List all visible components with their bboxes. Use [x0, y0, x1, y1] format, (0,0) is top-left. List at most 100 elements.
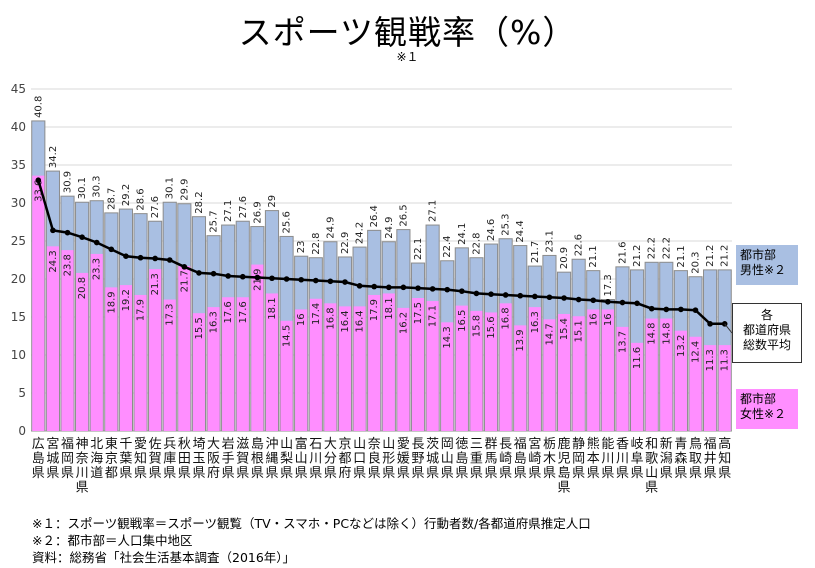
x-tick-label: 島: [251, 437, 264, 452]
average-point: [386, 284, 392, 291]
female-data-label: 17.6: [238, 301, 249, 323]
x-tick-label: 宮: [528, 436, 541, 452]
x-tick-label: 府: [207, 466, 220, 481]
x-tick-label: 県: [514, 466, 527, 481]
x-tick-label: 大: [324, 437, 337, 452]
footnote-1: ※１：スポーツ観戦率＝スポーツ観覧（TV・スマホ・PCなどは除く）行動者数/各都…: [32, 516, 591, 531]
x-tick-label: 県: [572, 466, 585, 481]
average-point: [517, 292, 524, 299]
x-tick-label: 香: [616, 437, 629, 452]
female-data-label: 14.7: [544, 323, 555, 345]
x-tick-label: 道: [90, 466, 103, 481]
female-data-label: 14.5: [282, 325, 293, 347]
legend-male: 都市部 男性※２: [736, 245, 798, 285]
x-tick-label: 分: [324, 452, 337, 467]
male-data-label: 28.6: [136, 188, 147, 210]
legend-average: 各 都道府県 総数平均: [732, 303, 802, 363]
male-data-label: 21.1: [676, 245, 687, 267]
x-tick-label: 和: [645, 437, 658, 452]
bar-female: [90, 253, 103, 431]
female-data-label: 19.2: [121, 289, 132, 311]
bar-female: [660, 318, 673, 431]
x-tick-label: 崎: [528, 452, 541, 467]
chart-title: スポーツ観戦率（%）: [238, 13, 577, 52]
x-tick-label: 県: [470, 466, 483, 481]
x-tick-label: 岩: [222, 437, 235, 452]
x-tick-label: 県: [32, 466, 45, 481]
average-point: [473, 290, 480, 297]
male-data-label: 21.1: [588, 245, 599, 267]
female-data-label: 16.3: [530, 311, 541, 333]
bar-female: [689, 336, 702, 431]
x-tick-label: 広: [32, 437, 45, 452]
male-data-label: 24.9: [325, 216, 336, 238]
male-data-label: 21.2: [705, 245, 716, 267]
female-data-label: 14.3: [442, 326, 453, 348]
x-tick-label: 木: [543, 452, 556, 467]
x-tick-label: 茨: [426, 437, 439, 452]
x-tick-label: 県: [368, 466, 381, 481]
bar-female: [192, 313, 206, 431]
x-tick-label: 県: [324, 466, 337, 481]
male-data-label: 27.6: [150, 196, 161, 218]
x-tick-label: 田: [178, 452, 191, 467]
x-tick-label: 沖: [265, 437, 278, 452]
male-data-label: 29: [267, 195, 278, 208]
x-tick-label: 崎: [499, 452, 512, 467]
y-tick-label: 30: [11, 196, 26, 210]
x-tick-label: 県: [558, 481, 571, 496]
average-point: [64, 229, 71, 236]
average-point: [283, 276, 290, 282]
average-point: [648, 305, 655, 312]
male-data-label: 23: [296, 240, 307, 253]
female-data-label: 16.4: [340, 310, 351, 332]
female-data-label: 13.7: [617, 331, 628, 353]
female-data-label: 16: [603, 313, 614, 326]
x-tick-label: 山: [353, 437, 366, 452]
male-data-label: 21.2: [720, 245, 731, 267]
female-data-label: 17.4: [311, 303, 322, 325]
average-point: [50, 227, 56, 234]
bar-female: [178, 266, 191, 431]
y-tick-label: 0: [18, 424, 26, 438]
male-data-label: 22.4: [442, 235, 453, 257]
x-tick-label: 岡: [441, 437, 454, 452]
x-tick-label: 山: [280, 437, 293, 452]
x-tick-label: 形: [382, 452, 395, 467]
x-tick-label: 奈: [368, 437, 381, 452]
x-tick-label: 熊: [587, 436, 600, 452]
bar-female: [499, 303, 512, 431]
female-data-label: 13.9: [515, 329, 526, 351]
bar-female: [704, 345, 717, 431]
x-tick-label: 奈: [76, 452, 89, 467]
x-tick-label: 根: [251, 452, 264, 467]
x-tick-label: 媛: [397, 452, 410, 467]
x-tick-label: 庫: [163, 452, 176, 467]
average-point: [678, 306, 684, 313]
x-tick-label: 歌: [645, 452, 658, 467]
average-point: [356, 283, 363, 289]
x-tick-label: 神: [76, 437, 89, 452]
x-tick-label: 山: [382, 437, 395, 452]
x-tick-label: 城: [426, 452, 439, 467]
legend-female-line1: 都市部: [740, 392, 777, 406]
x-tick-label: 県: [178, 466, 191, 481]
average-point: [269, 275, 275, 282]
x-tick-label: 長: [412, 437, 425, 452]
x-tick-label: 千: [119, 437, 132, 452]
female-data-label: 16.8: [325, 307, 336, 329]
bar-female: [309, 298, 322, 431]
y-tick-label: 15: [11, 310, 26, 324]
bar-female: [426, 301, 439, 431]
footnote-source: 資料：総務省「社会生活基本調査（2016年）」: [32, 550, 296, 565]
x-tick-label: 県: [397, 466, 410, 481]
male-data-label: 29.9: [179, 178, 190, 200]
x-tick-label: 本: [587, 452, 600, 467]
x-tick-label: 県: [76, 481, 89, 496]
x-tick-label: 知: [718, 451, 731, 467]
x-tick-label: 潟: [660, 452, 673, 467]
x-tick-label: 県: [265, 466, 278, 481]
female-data-label: 14.8: [647, 323, 658, 345]
x-tick-label: 阜: [631, 451, 644, 467]
average-point: [371, 283, 377, 290]
